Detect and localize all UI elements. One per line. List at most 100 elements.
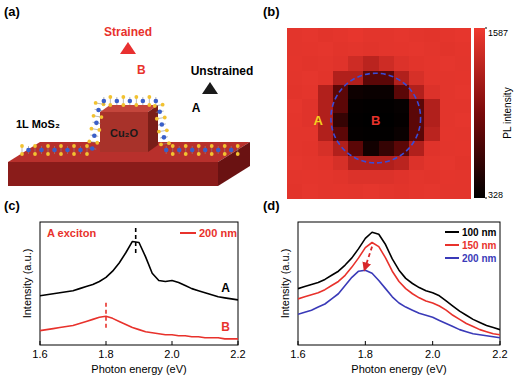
heatmap-cell bbox=[424, 28, 440, 43]
heatmap-cell bbox=[424, 141, 440, 156]
x-tick bbox=[172, 341, 173, 345]
heatmap-cell bbox=[409, 156, 425, 171]
heatmap-cell bbox=[348, 85, 364, 100]
x-tick bbox=[500, 341, 501, 345]
sulfur-atom bbox=[157, 130, 161, 134]
sulfur-atom bbox=[33, 152, 37, 156]
heatmap-cell bbox=[287, 156, 303, 171]
heatmap-cell bbox=[455, 113, 471, 128]
heatmap-cell bbox=[287, 113, 303, 128]
heatmap-cell bbox=[348, 71, 364, 86]
series-line bbox=[298, 270, 500, 338]
peak-marker bbox=[105, 303, 107, 330]
heatmap-cell bbox=[348, 141, 364, 156]
point-a-label: A bbox=[192, 101, 201, 115]
plot-frame bbox=[40, 222, 238, 345]
heatmap-cell bbox=[455, 85, 471, 100]
heatmap-cell bbox=[409, 42, 425, 57]
heatmap-cell bbox=[318, 141, 334, 156]
heatmap-cell bbox=[424, 42, 440, 57]
heatmap-cell bbox=[302, 42, 318, 57]
sulfur-atom bbox=[155, 117, 159, 121]
heatmap-panel: (b)AB3281587PL intensity bbox=[263, 4, 513, 200]
heatmap-cell bbox=[318, 42, 334, 57]
sulfur-atom bbox=[72, 144, 76, 148]
strained-label: Strained bbox=[104, 25, 152, 39]
sulfur-atom bbox=[167, 141, 171, 145]
heatmap-cell bbox=[379, 184, 395, 199]
background bbox=[0, 0, 519, 380]
heatmap-cell bbox=[379, 28, 395, 43]
molybdenum-atom bbox=[94, 121, 99, 126]
series-label: A bbox=[221, 281, 230, 295]
sulfur-atom bbox=[87, 140, 91, 144]
heatmap-cell bbox=[440, 85, 456, 100]
heatmap-cell bbox=[287, 184, 303, 199]
molybdenum-atom bbox=[96, 108, 101, 113]
heatmap-cell bbox=[455, 42, 471, 57]
sulfur-atom bbox=[163, 116, 167, 120]
region-outline bbox=[331, 73, 421, 163]
sulfur-atom bbox=[134, 103, 138, 107]
heatmap-cell bbox=[287, 28, 303, 43]
heatmap-cell bbox=[409, 28, 425, 43]
molybdenum-atom bbox=[190, 148, 195, 153]
series-line bbox=[298, 243, 500, 335]
substrate-front bbox=[8, 162, 218, 186]
heatmap-cell bbox=[455, 127, 471, 142]
heatmap-cell bbox=[318, 71, 334, 86]
x-axis-title: Photon energy (eV) bbox=[91, 363, 186, 375]
heatmap-cell bbox=[287, 85, 303, 100]
panel-label: (b) bbox=[263, 4, 280, 19]
heatmap-cell bbox=[287, 141, 303, 156]
sulfur-atom bbox=[95, 141, 99, 145]
heatmap-cell bbox=[287, 56, 303, 71]
molybdenum-atom bbox=[115, 99, 120, 104]
sulfur-atom bbox=[161, 103, 165, 107]
heatmap-cell bbox=[440, 99, 456, 114]
heatmap-cell bbox=[409, 141, 425, 156]
sulfur-atom bbox=[20, 144, 24, 148]
unstrain-arrow bbox=[207, 92, 213, 140]
heatmap-cell bbox=[424, 71, 440, 86]
molybdenum-atom bbox=[216, 148, 221, 153]
heatmap-cell bbox=[348, 127, 364, 142]
heatmap-cell bbox=[424, 170, 440, 185]
heatmap-cell bbox=[455, 71, 471, 86]
diagram: (a)Cu₂O1L MoS₂StrainedBUnstrainedA bbox=[4, 4, 253, 186]
x-tick bbox=[365, 341, 366, 345]
heatmap-cell bbox=[455, 28, 471, 43]
sulfur-atom bbox=[159, 143, 163, 147]
colorbar-tick bbox=[485, 198, 487, 199]
sulfur-atom bbox=[147, 95, 151, 99]
sulfur-atom bbox=[46, 144, 50, 148]
heatmap-cell bbox=[424, 127, 440, 142]
heatmap-cells bbox=[287, 28, 471, 199]
heatmap-cell bbox=[440, 141, 456, 156]
sulfur-atom bbox=[108, 103, 112, 107]
heatmap-cell bbox=[394, 113, 410, 128]
legend: 100 nm150 nm200 nm bbox=[445, 227, 497, 264]
heatmap-cell bbox=[440, 42, 456, 57]
legend-label: 100 nm bbox=[462, 227, 497, 238]
heatmap-cell bbox=[455, 56, 471, 71]
series-line bbox=[40, 316, 238, 339]
heatmap-cell bbox=[302, 85, 318, 100]
pillar-front bbox=[100, 112, 148, 152]
x-axis-title: Photon energy (eV) bbox=[351, 363, 446, 375]
x-tick-label: 2.0 bbox=[425, 348, 440, 360]
heatmap-cell bbox=[409, 113, 425, 128]
heatmap-cell bbox=[348, 28, 364, 43]
heatmap-cell bbox=[455, 156, 471, 171]
sulfur-atom bbox=[85, 152, 89, 156]
panel-label: (d) bbox=[263, 198, 280, 213]
molybdenum-atom bbox=[157, 109, 162, 114]
sulfur-atom bbox=[33, 144, 37, 148]
x-tick-label: 1.6 bbox=[290, 348, 305, 360]
heatmap-cell bbox=[409, 71, 425, 86]
sulfur-atom bbox=[59, 144, 63, 148]
heatmap-cell bbox=[333, 85, 349, 100]
heatmap-cell bbox=[424, 85, 440, 100]
heatmap-cell bbox=[440, 28, 456, 43]
panel-label: (c) bbox=[4, 198, 20, 213]
